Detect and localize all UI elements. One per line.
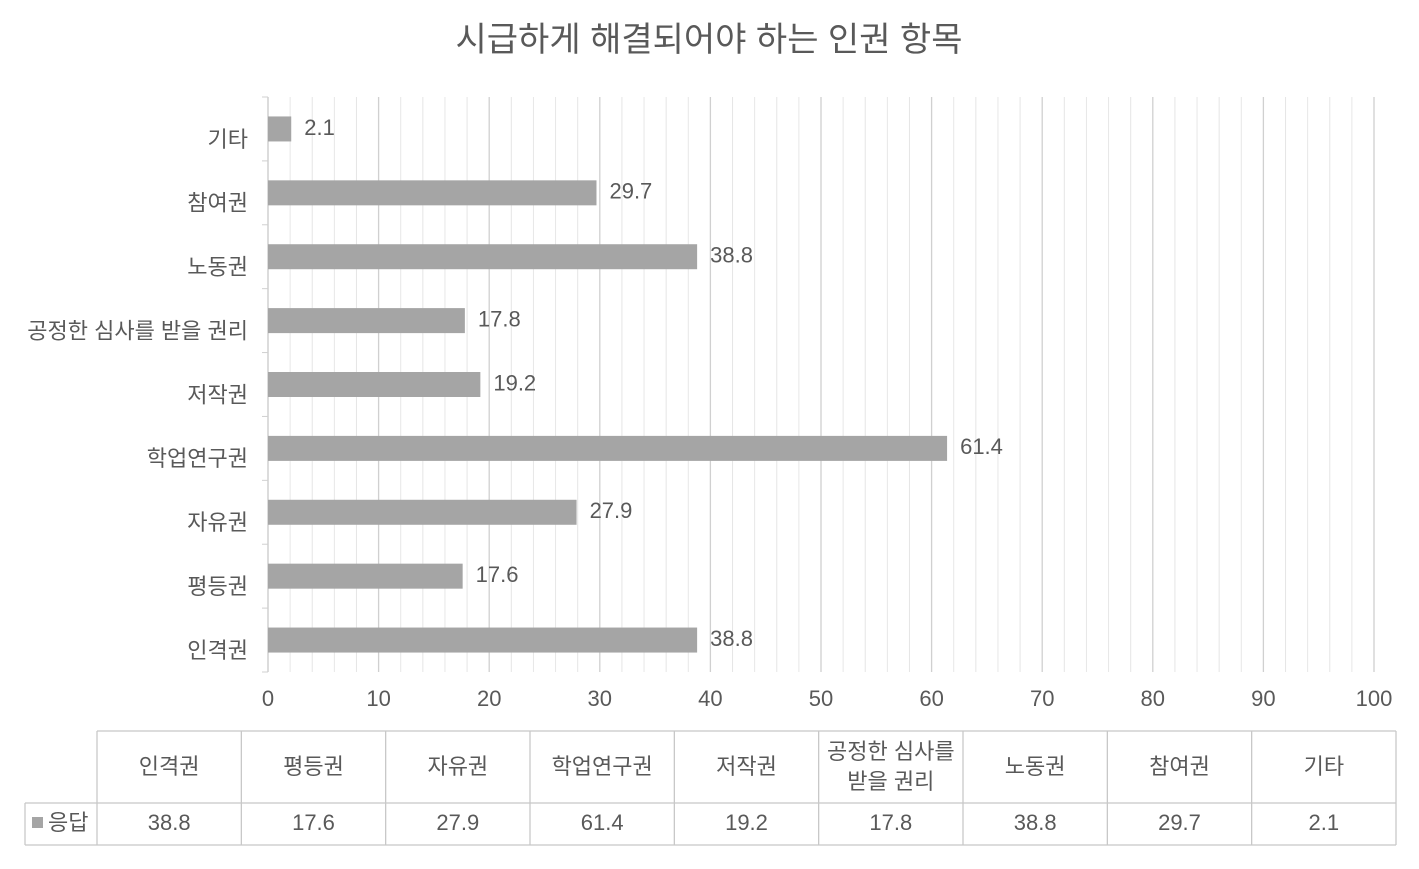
x-tick-label: 20 — [477, 686, 501, 711]
table-value: 38.8 — [1014, 810, 1057, 835]
table-header-cell: 노동권 — [1004, 754, 1066, 779]
y-tick-label: 평등권 — [187, 574, 248, 599]
table-header-text: 학업연구권 — [551, 754, 653, 779]
bar — [268, 244, 698, 270]
table-value: 17.8 — [869, 810, 912, 835]
bar — [268, 627, 698, 653]
data-label: 2.1 — [304, 115, 335, 140]
table-value: 38.8 — [148, 810, 191, 835]
chart-title: 시급하게 해결되어야 하는 인권 항목 — [456, 21, 963, 59]
table-value: 2.1 — [1309, 810, 1340, 835]
table-header-text: 저작권 — [716, 754, 777, 779]
data-label: 29.7 — [609, 179, 652, 204]
table-header-text: 공정한 심사를 받을 권리 — [827, 739, 955, 794]
bar — [268, 435, 948, 461]
data-label: 19.2 — [493, 370, 536, 395]
legend-swatch — [32, 817, 43, 828]
data-label: 27.9 — [590, 498, 633, 523]
x-tick-label: 50 — [809, 686, 833, 711]
table-header-cell: 참여권 — [1149, 754, 1210, 779]
table-header-cell: 평등권 — [283, 754, 344, 779]
table-header-text: 노동권 — [1004, 754, 1066, 779]
table-value: 29.7 — [1158, 810, 1201, 835]
bar — [268, 499, 577, 525]
table-value: 17.6 — [292, 810, 335, 835]
table-header-cell: 공정한 심사를 받을 권리 — [827, 739, 955, 794]
y-tick-label: 노동권 — [187, 255, 248, 280]
y-tick-label: 저작권 — [187, 382, 248, 407]
bar — [268, 116, 292, 142]
x-tick-label: 100 — [1356, 686, 1393, 711]
x-tick-label: 70 — [1030, 686, 1054, 711]
y-tick-label: 인격권 — [187, 638, 248, 663]
data-label: 17.6 — [476, 562, 519, 587]
data-label: 61.4 — [960, 434, 1003, 459]
table-header-text: 자유권 — [427, 754, 489, 779]
data-label: 17.8 — [478, 306, 521, 331]
table-header-cell: 학업연구권 — [551, 754, 653, 779]
table-value: 19.2 — [725, 810, 768, 835]
y-tick-label: 학업연구권 — [147, 446, 248, 471]
bar — [268, 308, 465, 334]
x-tick-label: 10 — [366, 686, 390, 711]
table-header-text: 기타 — [1303, 754, 1345, 779]
table-header-text: 평등권 — [283, 754, 344, 779]
x-tick-label: 30 — [588, 686, 612, 711]
table-header-cell: 자유권 — [427, 754, 489, 779]
y-tick-label: 공정한 심사를 받을 권리 — [27, 318, 248, 343]
bar — [268, 372, 481, 397]
data-label: 38.8 — [710, 243, 753, 268]
legend-label: 응답 — [48, 810, 88, 835]
bar — [268, 563, 463, 589]
x-tick-label: 90 — [1251, 686, 1275, 711]
table-header-cell: 인격권 — [138, 754, 200, 779]
y-tick-label: 참여권 — [187, 191, 248, 216]
table-header-text: 참여권 — [1149, 754, 1210, 779]
table-value: 61.4 — [581, 810, 624, 835]
table-header-text: 인격권 — [138, 754, 200, 779]
x-tick-label: 60 — [919, 686, 943, 711]
bar — [268, 180, 597, 206]
table-header-cell: 기타 — [1303, 754, 1345, 779]
x-tick-label: 40 — [698, 686, 722, 711]
y-tick-label: 자유권 — [187, 510, 248, 535]
table-header-cell: 저작권 — [716, 754, 777, 779]
x-tick-label: 80 — [1141, 686, 1165, 711]
y-tick-label: 기타 — [208, 127, 248, 152]
x-tick-label: 0 — [262, 686, 274, 711]
table-value: 27.9 — [436, 810, 479, 835]
data-label: 38.8 — [710, 626, 753, 651]
